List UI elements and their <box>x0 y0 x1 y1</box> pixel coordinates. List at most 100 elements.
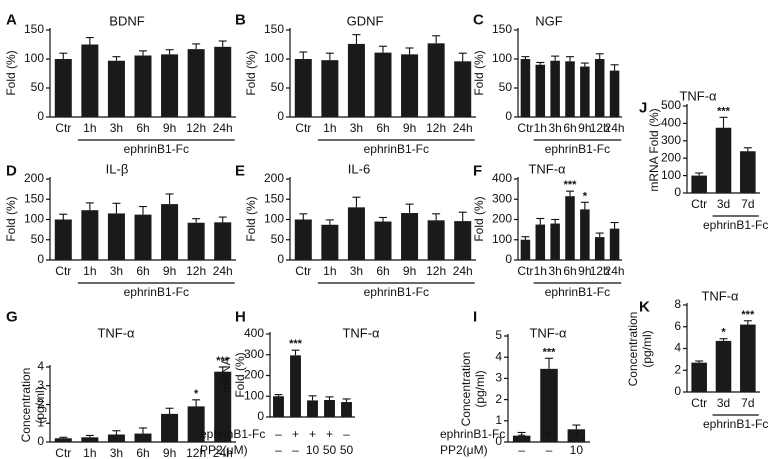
bar-12h <box>187 406 205 442</box>
x-tick-label: 3h <box>110 264 123 278</box>
panel-label: I <box>473 308 477 325</box>
x-tick-label: 12h <box>590 121 610 135</box>
bar-12h <box>594 59 605 117</box>
panel-label: H <box>235 308 246 325</box>
y-tick-label: 300 <box>244 347 264 361</box>
chart-title: IL-6 <box>348 161 370 176</box>
y-tick-label: 400 <box>661 116 681 130</box>
significance-marker: *** <box>543 346 557 358</box>
y-tick-label: 200 <box>244 368 264 382</box>
bar-1h <box>81 437 99 442</box>
condition-mark: + <box>292 427 299 441</box>
x-tick-label: 6h <box>376 264 389 278</box>
group-label: ephrinB1-Fc <box>124 285 189 299</box>
panel-label: B <box>235 11 246 28</box>
y-axis-label: mRNAFold (%) <box>219 352 247 397</box>
x-tick-label: Ctr <box>517 264 533 278</box>
x-tick-label: 1h <box>534 264 547 278</box>
x-tick-label: 24h <box>213 264 233 278</box>
bar-Ctr <box>691 362 707 392</box>
y-tick-label: 100 <box>244 388 264 402</box>
bar-3h <box>550 223 560 260</box>
bar-group-2 <box>540 368 558 442</box>
x-tick-label: Ctr <box>55 446 71 459</box>
group-label: ephrinB1-Fc <box>124 142 189 156</box>
x-tick-label: 24h <box>213 121 233 135</box>
bar-9h <box>161 413 179 442</box>
bar-9h <box>161 54 179 117</box>
condition-mark: – <box>518 427 525 441</box>
condition-mark: – <box>518 443 525 457</box>
condition-row-label: PP2(μM) <box>200 443 248 457</box>
bar-24h <box>609 228 620 260</box>
chart-title: TNF-α <box>97 325 135 340</box>
x-tick-label: 6h <box>136 446 149 459</box>
y-tick-label: 4 <box>674 341 681 355</box>
panel-F: F TNF-α Fold (%) 0 100 200 300 400 Ctr 1h 3h *** 6h *… <box>472 161 624 298</box>
y-tick-label: 8 <box>674 297 681 311</box>
x-tick-label: 12h <box>426 264 446 278</box>
y-axis-label: Fold (%) <box>472 50 486 95</box>
x-tick-label: 3h <box>350 121 363 135</box>
y-tick-label: 4 <box>37 359 44 373</box>
y-tick-label: 500 <box>661 98 681 112</box>
bar-6h <box>374 221 392 260</box>
bar-24h <box>609 70 620 117</box>
chart-title: NGF <box>535 13 563 28</box>
y-tick-label: 5 <box>495 328 502 342</box>
y-tick-label: 50 <box>271 232 285 246</box>
bar-group-4 <box>324 399 335 417</box>
bar-12h <box>187 49 205 117</box>
y-tick-label: 100 <box>24 51 44 65</box>
significance-marker: *** <box>289 338 303 350</box>
condition-row-label: PP2(μM) <box>440 443 488 457</box>
condition-row-label: ephrinB1-Fc <box>440 427 505 441</box>
chart-title: TNF-α <box>679 88 717 103</box>
x-tick-label: 3h <box>110 121 123 135</box>
panel-label: D <box>6 162 17 179</box>
x-tick-label: 24h <box>453 264 473 278</box>
x-tick-label: 9h <box>403 121 416 135</box>
bar-24h <box>214 371 232 442</box>
x-tick-label: 24h <box>605 121 625 135</box>
y-axis-label: mRNA Fold (%) <box>647 108 661 191</box>
bar-12h <box>427 43 445 118</box>
group-label: ephrinB1-Fc <box>703 218 768 232</box>
y-tick-label: 1 <box>495 413 502 427</box>
condition-mark: – <box>275 427 282 441</box>
x-tick-label: 12h <box>186 446 206 459</box>
y-tick-label: 150 <box>24 22 44 36</box>
chart-title: BDNF <box>109 13 144 28</box>
panel-label: C <box>473 11 484 28</box>
bar-6h <box>134 214 152 260</box>
bar-Ctr <box>294 219 312 260</box>
panel-J: J TNF-α mRNA Fold (%) 0 100 200 300 400 500 Ctr **… <box>639 88 768 231</box>
bar-24h <box>214 46 232 117</box>
x-tick-label: Ctr <box>517 121 533 135</box>
bar-Ctr <box>54 438 72 442</box>
condition-mark: + <box>309 427 316 441</box>
y-tick-label: 400 <box>492 171 512 185</box>
x-tick-label: 9h <box>403 264 416 278</box>
significance-marker: *** <box>717 105 731 117</box>
bar-Ctr <box>54 59 72 117</box>
bar-9h <box>580 66 590 117</box>
x-tick-label: 1h <box>323 264 336 278</box>
condition-mark: 50 <box>323 443 337 457</box>
y-axis-label: Fold (%) <box>244 50 258 95</box>
bar-1h <box>81 210 99 260</box>
bar-6h <box>374 52 392 118</box>
panel-G: G TNF-α Concentration(pg/ml)0 1 2 3 4 Ctr 1h 3h 6h… <box>6 308 236 459</box>
x-tick-label: 1h <box>534 121 547 135</box>
y-tick-label: 0 <box>505 109 512 123</box>
y-tick-label: 200 <box>24 171 44 185</box>
x-tick-label: 12h <box>186 264 206 278</box>
significance-marker: * <box>721 327 726 339</box>
y-tick-label: 0 <box>37 434 44 448</box>
y-tick-label: 6 <box>674 319 681 333</box>
y-axis-label: Fold (%) <box>244 196 258 241</box>
bar-9h <box>580 209 590 260</box>
bar-1h <box>321 60 339 117</box>
y-tick-label: 2 <box>37 397 44 411</box>
